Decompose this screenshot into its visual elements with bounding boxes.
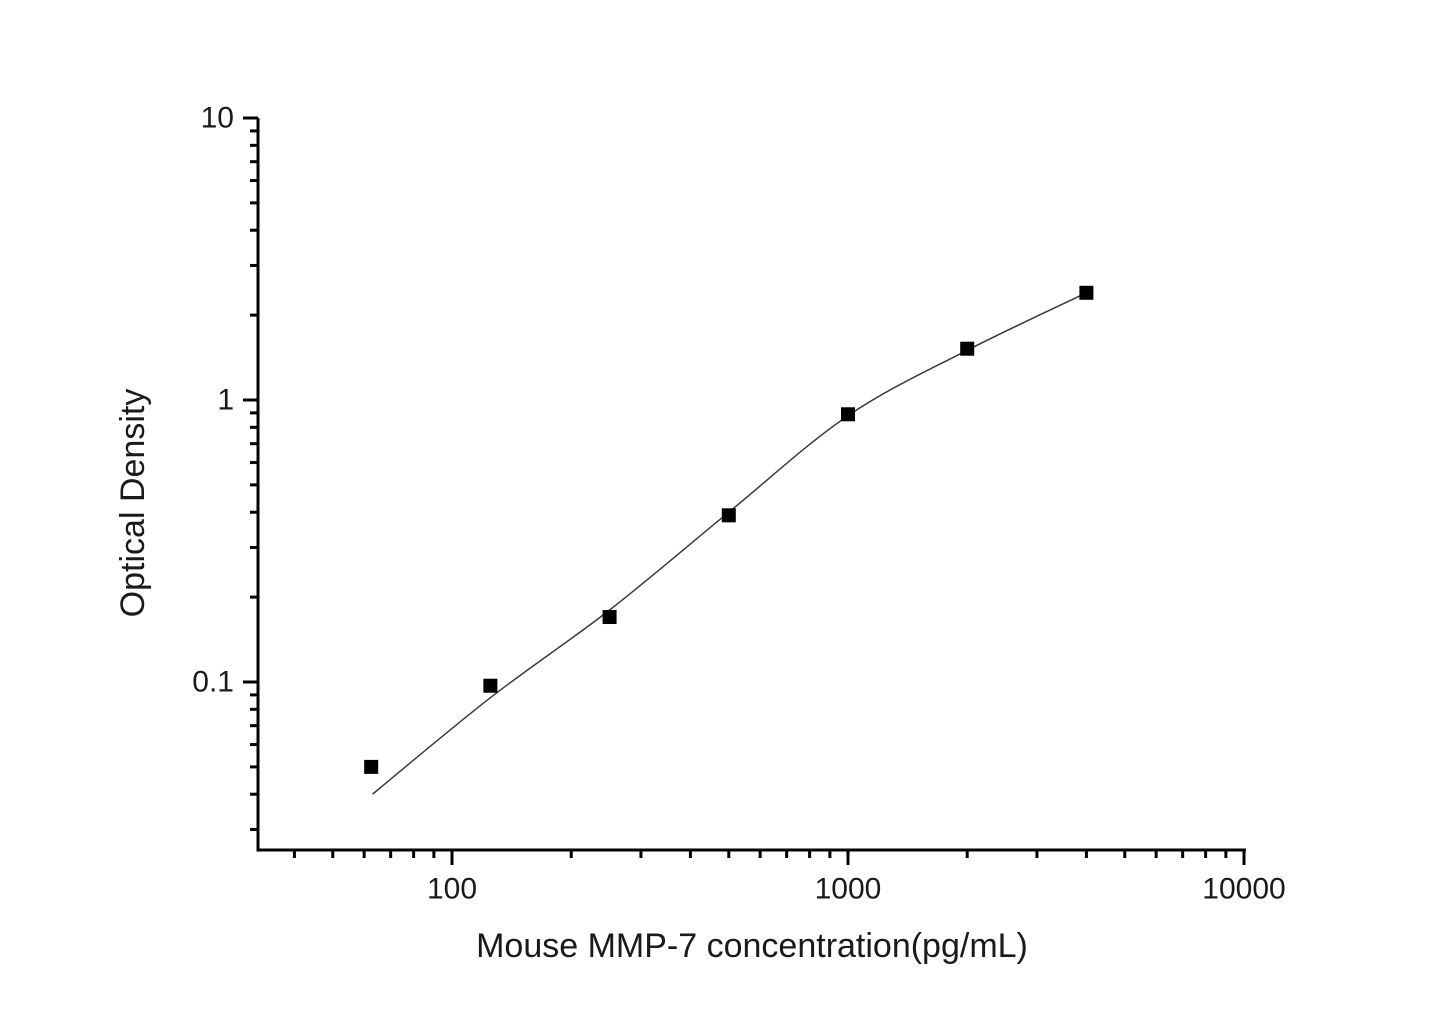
axes-group — [256, 118, 1246, 852]
y-axis-title: Optical Density — [114, 389, 152, 618]
ticks-group — [243, 116, 1246, 865]
y-tick-label: 10 — [201, 102, 234, 135]
data-point-square — [841, 407, 855, 422]
x-tick-label: 100 — [427, 873, 477, 906]
data-point-square — [960, 341, 975, 356]
data-point-square — [602, 610, 617, 625]
x-tick-label: 1000 — [815, 873, 882, 906]
data-point-square — [1079, 285, 1094, 300]
tick-labels-group: 100 1000 10000 10 1 0.1 — [192, 102, 1285, 906]
y-tick-label: 1 — [217, 384, 234, 417]
data-points-group — [364, 285, 1094, 774]
curve-group — [372, 292, 1087, 795]
data-point-square — [721, 508, 736, 523]
data-point-square — [364, 759, 379, 774]
x-tick-label: 10000 — [1202, 873, 1285, 906]
data-point-square — [483, 678, 498, 693]
y-tick-label: 0.1 — [192, 666, 234, 699]
fit-curve-line — [372, 292, 1087, 795]
x-axis-title: Mouse MMP-7 concentration(pg/mL) — [476, 927, 1028, 965]
